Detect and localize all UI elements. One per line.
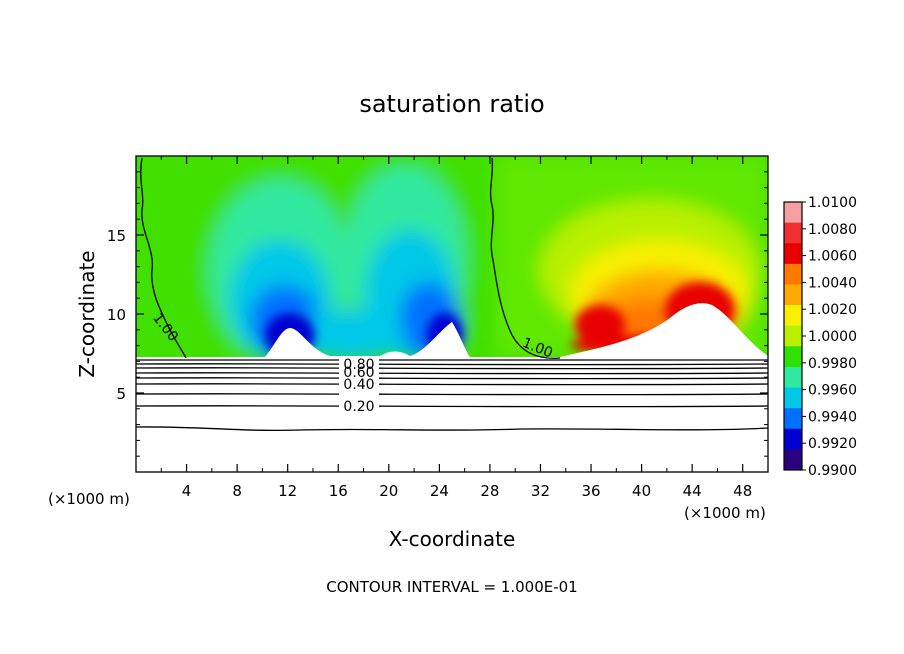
contour-lines: [135, 157, 769, 432]
colorbar-swatch-1: [784, 222, 802, 244]
colorbar-tick-label-5: 1.0000: [808, 329, 857, 345]
x-unit-right: (×1000 m): [684, 504, 766, 522]
y-axis-label: Z-coordinate: [75, 250, 99, 377]
chart-title: saturation ratio: [359, 90, 544, 118]
contour-label-6: 0.20: [343, 399, 374, 415]
heatmap-field: [136, 156, 768, 472]
colorbar-swatch-6: [784, 325, 802, 347]
colorbar: 1.0100 1.0080 1.0060 1.0040 1.0020 1.0000 0.99…: [783, 195, 857, 479]
contour-label-4: 0.60: [343, 365, 374, 381]
contour-label-3: 0.80: [343, 357, 374, 373]
colorbar-tick-label-0: 1.0100: [808, 195, 857, 211]
colorbar-tick-label-2: 1.0060: [808, 249, 857, 265]
colorbar-tick-label-9: 0.9920: [808, 436, 857, 452]
x-tick-label-11: 48: [733, 482, 752, 500]
x-tick-label-10: 44: [683, 482, 702, 500]
colorbar-swatch-4: [784, 284, 802, 306]
contour-label-5: 0.40: [343, 377, 374, 393]
x-tick-label-7: 32: [531, 482, 550, 500]
colorbar-tick-label-4: 1.0020: [808, 302, 857, 318]
colorbar-swatch-10: [784, 408, 802, 430]
colorbar-tick-label-1: 1.0080: [808, 222, 857, 238]
x-tick-label-1: 8: [232, 482, 242, 500]
y-tick-label-1: 10: [107, 306, 126, 324]
x-tick-label-0: 4: [182, 482, 192, 500]
x-tick-label-5: 24: [430, 482, 449, 500]
x-unit-left: (×1000 m): [48, 490, 130, 508]
colorbar-tick-label-6: 0.9980: [808, 356, 857, 372]
x-axis-ticks: 4 8 12 16 20 24 28 32 36 40 44 48: [160, 156, 752, 500]
colorbar-tick-label-7: 0.9960: [808, 383, 857, 399]
colorbar-tick-label-8: 0.9940: [808, 409, 857, 425]
colorbar-swatch-11: [784, 428, 802, 450]
colorbar-swatch-2: [784, 243, 802, 265]
x-tick-label-2: 12: [278, 482, 297, 500]
colorbar-swatch-7: [784, 346, 802, 368]
y-tick-label-2: 15: [107, 227, 126, 245]
x-tick-label-8: 36: [581, 482, 600, 500]
x-axis-label: X-coordinate: [389, 527, 516, 551]
colorbar-swatch-8: [784, 366, 802, 389]
colorbar-tick-label-3: 1.0040: [808, 275, 857, 291]
colorbar-swatch-0: [784, 202, 802, 224]
colorbar-swatch-9: [784, 387, 802, 409]
colorbar-swatch-12: [784, 449, 802, 471]
y-axis-ticks: 5 10 15: [107, 171, 768, 457]
colorbar-tick-label-10: 0.9900: [808, 463, 857, 479]
colorbar-swatch-5: [784, 305, 802, 327]
contour-interval-note: CONTOUR INTERVAL = 1.000E-01: [326, 578, 577, 596]
x-tick-label-6: 28: [480, 482, 499, 500]
x-tick-label-9: 40: [632, 482, 651, 500]
x-tick-label-3: 16: [329, 482, 348, 500]
colorbar-swatch-3: [784, 263, 802, 285]
y-tick-label-0: 5: [116, 385, 126, 403]
x-tick-label-4: 20: [379, 482, 398, 500]
